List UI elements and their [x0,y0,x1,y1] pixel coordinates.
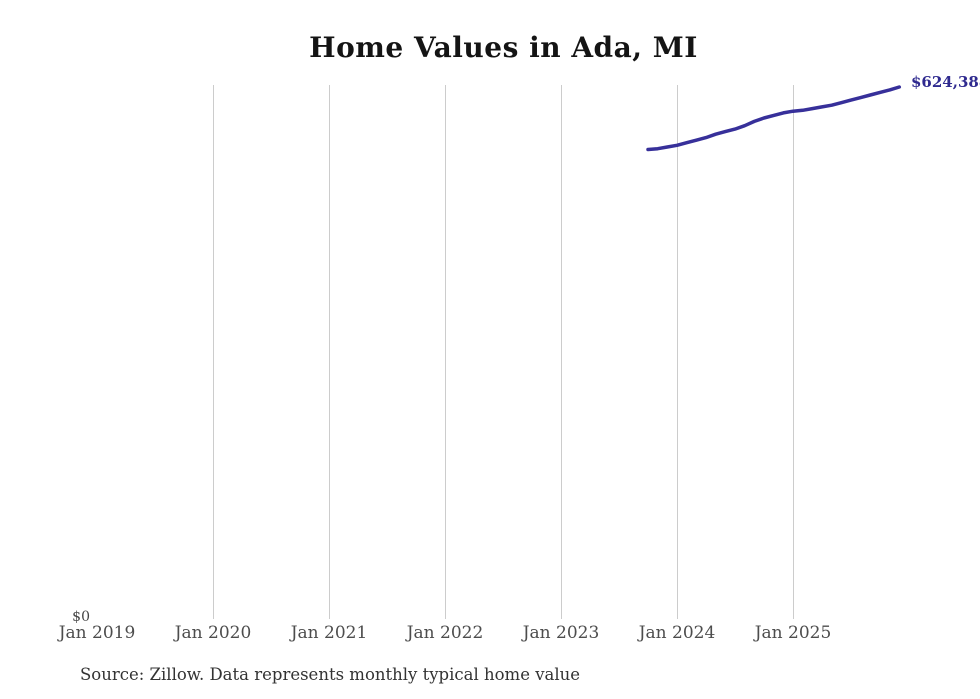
x-axis-tick-label: Jan 2019 [58,623,136,643]
chart-title: Home Values in Ada, MI [309,31,698,64]
latest-value-label: $624,388 [911,73,980,91]
x-axis-tick-label: Jan 2023 [522,623,600,643]
x-axis-tick-label: Jan 2022 [406,623,484,643]
x-axis-tick-label: Jan 2021 [290,623,368,643]
value-line [646,85,902,152]
x-axis-tick-label: Jan 2020 [174,623,252,643]
gridline [677,85,678,619]
gridline [793,85,794,619]
x-axis-tick-label: Jan 2024 [638,623,716,643]
x-axis-tick-label: Jan 2025 [754,623,832,643]
gridline [329,85,330,619]
y-axis-zero-label: $0 [72,609,90,625]
gridline [445,85,446,619]
source-note: Source: Zillow. Data represents monthly … [80,665,581,684]
gridline [561,85,562,619]
gridline [213,85,214,619]
